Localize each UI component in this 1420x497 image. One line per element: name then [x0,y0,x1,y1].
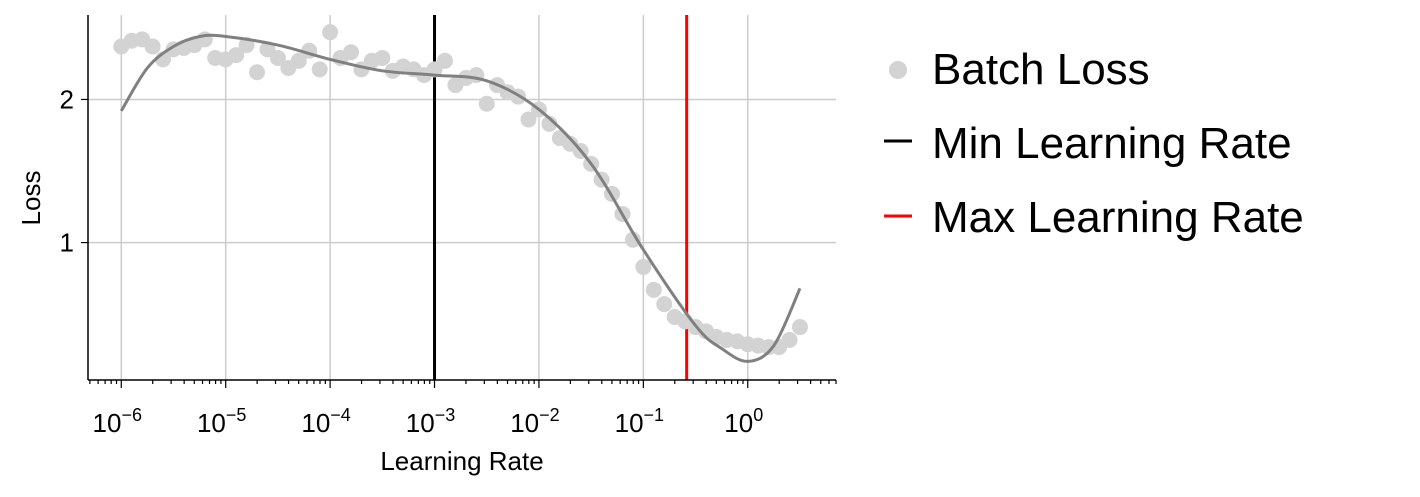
data-point [249,64,266,81]
data-point [228,47,245,64]
y-tick-label: 1 [60,228,74,258]
y-axis-label: Loss [16,171,46,226]
data-point [635,258,652,275]
data-point [311,61,328,78]
legend: Batch Loss Min Learning Rate Max Learnin… [884,45,1304,242]
data-point [290,52,307,69]
x-tick-labels: 10−6 10−5 10−4 10−3 10−2 10−1 100 [93,405,764,438]
data-point [374,49,391,66]
data-point [322,24,339,41]
x-tick-label: 10−5 [197,405,246,438]
x-tick-label: 10−2 [510,405,559,438]
x-tick-label: 10−6 [93,405,142,438]
data-point [436,52,453,69]
y-tick-label: 2 [60,84,74,114]
data-point [342,44,359,61]
x-tick-label: 100 [724,405,763,438]
data-point [791,319,808,336]
y-tick-labels: 12 [60,84,74,257]
data-point [269,49,286,66]
scatter-points [113,24,808,356]
legend-label-max-lr: Max Learning Rate [932,193,1304,242]
x-axis-label: Learning Rate [380,446,543,476]
data-point [144,38,161,55]
data-point [645,281,662,298]
data-point [656,296,673,313]
data-point [196,31,213,48]
legend-marker-batch-loss [889,61,907,79]
data-point [781,331,798,348]
data-point [520,111,537,128]
legend-label-min-lr: Min Learning Rate [932,119,1292,168]
x-tick-label: 10−4 [301,405,350,438]
axes [81,15,837,388]
data-point [624,231,641,248]
legend-label-batch-loss: Batch Loss [932,45,1150,94]
x-tick-label: 10−1 [615,405,664,438]
smoothed-curve [119,33,802,363]
x-tick-label: 10−3 [406,405,455,438]
data-point [478,95,495,112]
grid [88,15,836,380]
